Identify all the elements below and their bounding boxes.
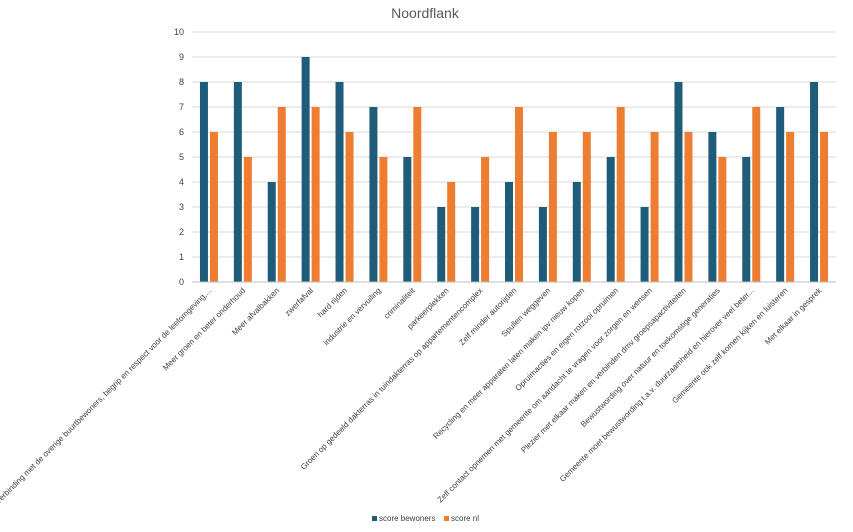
legend: score bewoners score nl [372, 514, 479, 523]
bar-score-bewoners [810, 82, 819, 282]
bar-score-nl [752, 107, 761, 282]
bar-score-bewoners [267, 182, 276, 282]
bar-score-nl [582, 132, 591, 282]
bar-score-bewoners [776, 107, 785, 282]
x-category-label: Zelf contact opnemen met gemeente om aan… [436, 286, 654, 504]
bar-score-nl [616, 107, 625, 282]
bar-score-bewoners [505, 182, 513, 282]
x-category-label: Verbinding met de overige buurtbewoners,… [0, 286, 213, 506]
bar-score-nl [277, 107, 286, 282]
y-tick-label: 8 [179, 77, 184, 87]
x-category-label: hard rijden [316, 286, 349, 319]
gridlines [192, 31, 836, 258]
legend-swatch [444, 516, 449, 521]
bar-score-nl [718, 157, 727, 282]
bar-score-nl [345, 132, 354, 282]
bar-score-nl [209, 132, 218, 282]
legend-label: score nl [451, 514, 479, 523]
bar-score-nl [311, 107, 320, 282]
y-tick-label: 0 [179, 277, 184, 287]
y-tick-label: 6 [179, 127, 184, 137]
bar-score-nl [515, 107, 523, 282]
bar-score-bewoners [369, 107, 378, 282]
y-axis-ticks: 0 1 2 3 4 5 6 7 8 9 10 [174, 27, 184, 287]
bar-score-bewoners [233, 82, 242, 282]
x-category-label: Met elkaar in gesprek [763, 285, 824, 346]
y-tick-label: 7 [179, 102, 184, 112]
bar-score-bewoners [708, 132, 717, 282]
bar-score-nl [413, 107, 422, 282]
bar-score-bewoners [335, 82, 344, 282]
bar-score-bewoners [301, 57, 310, 282]
chart-title: Noordflank [391, 5, 460, 21]
bar-score-bewoners [199, 82, 208, 282]
bar-score-bewoners [437, 207, 446, 282]
bar-score-nl [481, 157, 490, 282]
bar-score-nl [447, 182, 456, 282]
bar-score-nl [684, 132, 693, 282]
x-category-label: zwerfafval [283, 286, 315, 318]
bar-score-bewoners [640, 207, 649, 282]
bar-score-bewoners [674, 82, 683, 282]
y-tick-label: 9 [179, 52, 184, 62]
bars [199, 57, 829, 282]
x-category-label: Plezier met elkaar maken en verbinden dm… [519, 286, 688, 455]
x-category-label: Zelf minder autorijden [457, 286, 518, 347]
bar-score-bewoners [471, 207, 480, 282]
legend-label: score bewoners [379, 514, 435, 523]
bar-score-nl [650, 132, 659, 282]
y-tick-label: 5 [179, 152, 184, 162]
x-category-label: Gemeente ook zelf komen kijken en luiste… [670, 286, 789, 405]
x-category-label: industrie en vervuiling [322, 286, 383, 347]
bar-score-nl [243, 157, 252, 282]
bar-score-nl [820, 132, 829, 282]
legend-swatch [372, 516, 377, 521]
bar-score-bewoners [606, 157, 615, 282]
bar-score-bewoners [403, 157, 412, 282]
x-category-label: criminaliteit [382, 286, 417, 321]
y-tick-label: 4 [179, 177, 184, 187]
y-tick-label: 10 [174, 27, 184, 37]
y-tick-label: 2 [179, 227, 184, 237]
bar-score-nl [786, 132, 795, 282]
bar-score-bewoners [742, 157, 751, 282]
bar-score-bewoners [538, 207, 547, 282]
x-axis-labels: Verbinding met de overige buurtbewoners,… [0, 285, 824, 506]
y-tick-label: 3 [179, 202, 184, 212]
bar-score-bewoners [572, 182, 581, 282]
bar-score-nl [379, 157, 388, 282]
y-tick-label: 1 [179, 252, 184, 262]
bar-score-nl [548, 132, 557, 282]
